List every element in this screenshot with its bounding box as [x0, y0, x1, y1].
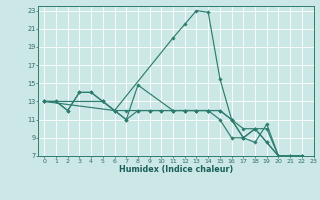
- X-axis label: Humidex (Indice chaleur): Humidex (Indice chaleur): [119, 165, 233, 174]
